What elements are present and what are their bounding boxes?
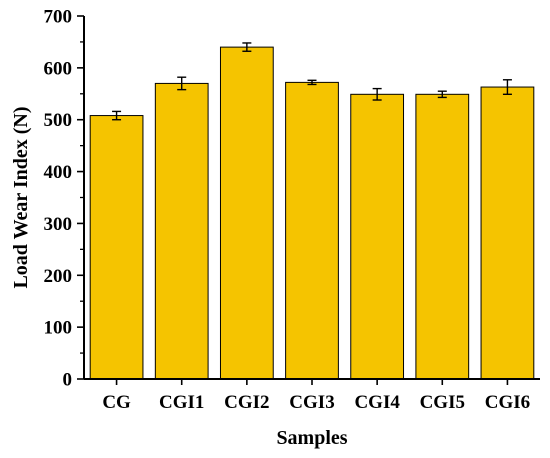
bar-cgi5: [415, 93, 470, 380]
error-bars-group: [112, 42, 512, 121]
error-bar-cg: [112, 110, 122, 121]
x-tick-label-cgi3: CGI3: [289, 392, 334, 413]
x-axis-title: Samples: [276, 427, 347, 449]
x-tick-label-cgi2: CGI2: [224, 392, 269, 413]
bar-cgi3: [285, 81, 339, 380]
error-bar-cgi6: [502, 79, 512, 96]
ticks-group: [77, 15, 509, 385]
bar-cgi6: [480, 86, 535, 380]
bar-cgi1: [154, 82, 209, 380]
y-tick-label-600: 600: [44, 58, 73, 79]
error-bar-cgi4: [372, 87, 382, 101]
bar-cg: [89, 115, 144, 380]
y-tick-label-100: 100: [44, 318, 73, 339]
bar-cgi4: [350, 93, 405, 380]
bar-cgi2: [219, 46, 274, 380]
y-tick-label-400: 400: [44, 162, 73, 183]
y-axis-title: Load Wear Index (N): [10, 106, 32, 288]
x-tick-label-cgi1: CGI1: [159, 392, 204, 413]
bars-group: [89, 46, 535, 380]
y-tick-label-0: 0: [63, 370, 73, 391]
y-tick-label-200: 200: [44, 266, 73, 287]
x-tick-label-cgi6: CGI6: [485, 392, 530, 413]
y-tick-label-700: 700: [44, 7, 73, 28]
error-bar-cgi5: [437, 90, 447, 99]
error-bar-cgi3: [307, 79, 317, 86]
x-tick-label-cg: CG: [102, 392, 131, 413]
x-tick-label-cgi4: CGI4: [354, 392, 400, 413]
error-bar-cgi1: [177, 76, 187, 91]
x-tick-label-cgi5: CGI5: [420, 392, 465, 413]
y-tick-label-300: 300: [44, 214, 73, 235]
tick-labels-group: 0 100 200 300 400 500 600 700 CG CGI1 CGI2 CGI3 CGI4…: [44, 7, 531, 414]
y-tick-label-500: 500: [44, 110, 73, 131]
error-bar-cgi2: [242, 42, 252, 52]
